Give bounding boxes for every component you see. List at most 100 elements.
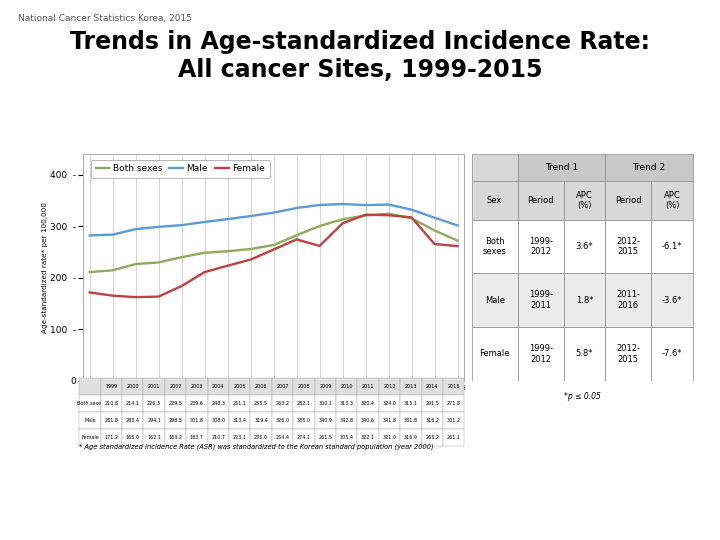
Female <box>408 214 416 221</box>
Both sexes <box>86 269 94 275</box>
Male <box>269 210 278 216</box>
Both sexes <box>154 259 163 266</box>
Text: 2011-
2016: 2011- 2016 <box>616 291 640 310</box>
Bar <box>518 154 606 181</box>
Both sexes <box>408 215 416 221</box>
Text: Trends in Age-standardized Incidence Rate:
All cancer Sites, 1999-2015: Trends in Age-standardized Incidence Rat… <box>70 30 650 83</box>
Text: Female: Female <box>480 349 510 359</box>
Bar <box>564 327 606 381</box>
Text: 1999-
2012: 1999- 2012 <box>528 237 553 256</box>
Text: Trend 2: Trend 2 <box>632 163 665 172</box>
Male <box>109 231 117 238</box>
Female <box>154 293 163 300</box>
Female <box>361 212 370 218</box>
Female <box>109 293 117 299</box>
Bar <box>606 181 652 220</box>
Both sexes <box>109 267 117 274</box>
Text: 1999-
2012: 1999- 2012 <box>528 344 553 363</box>
Bar <box>472 181 518 220</box>
Bar <box>564 273 606 327</box>
Text: Period: Period <box>528 196 554 205</box>
Bar <box>472 154 518 181</box>
Line: Both sexes: Both sexes <box>90 214 457 272</box>
Male <box>223 216 232 222</box>
Both sexes <box>315 223 324 230</box>
Bar <box>652 220 693 273</box>
Both sexes <box>338 216 347 222</box>
Male <box>200 219 209 225</box>
Text: 1999-
2011: 1999- 2011 <box>528 291 553 310</box>
Male <box>430 214 438 221</box>
Bar <box>606 327 652 381</box>
Text: -7.6*: -7.6* <box>662 349 683 359</box>
Text: * Age standardized Incidence Rate (ASR) was standardized to the Korean standard : * Age standardized Incidence Rate (ASR) … <box>79 444 434 450</box>
Y-axis label: Age-standardized rate* per 100,000: Age-standardized rate* per 100,000 <box>42 202 48 333</box>
Text: Period: Period <box>615 196 642 205</box>
Text: 5.8*: 5.8* <box>576 349 593 359</box>
Both sexes <box>177 254 186 260</box>
Bar <box>652 181 693 220</box>
Bar <box>564 181 606 220</box>
Text: Both
sexes: Both sexes <box>482 237 507 256</box>
Text: Male: Male <box>485 296 505 305</box>
Female <box>338 220 347 226</box>
Line: Female: Female <box>90 215 457 297</box>
Female <box>177 283 186 289</box>
Both sexes <box>361 212 370 219</box>
Text: Trend 1: Trend 1 <box>545 163 578 172</box>
Female <box>384 212 393 219</box>
Male <box>453 222 462 228</box>
Male <box>292 205 301 211</box>
Both sexes <box>200 249 209 256</box>
Text: 3.6*: 3.6* <box>576 242 593 251</box>
Bar <box>606 273 652 327</box>
Female <box>269 246 278 253</box>
Text: 2012-
2015: 2012- 2015 <box>616 237 640 256</box>
Both sexes <box>131 261 140 267</box>
Bar <box>472 273 518 327</box>
Male <box>86 232 94 239</box>
Text: 2012-
2015: 2012- 2015 <box>616 344 640 363</box>
Bar <box>518 327 564 381</box>
Text: National Cancer Statistics Korea, 2015: National Cancer Statistics Korea, 2015 <box>18 14 192 23</box>
Bar <box>606 220 652 273</box>
Text: APC
(%): APC (%) <box>576 191 593 210</box>
Bar <box>472 327 518 381</box>
Bar <box>564 220 606 273</box>
Female <box>223 262 232 269</box>
Male <box>246 213 255 219</box>
Text: -6.1*: -6.1* <box>662 242 683 251</box>
Male <box>131 226 140 232</box>
Female <box>246 256 255 263</box>
Female <box>86 289 94 296</box>
Text: *p ≤ 0.05: *p ≤ 0.05 <box>564 392 600 401</box>
Bar <box>652 273 693 327</box>
Bar <box>606 154 693 181</box>
Male <box>154 224 163 230</box>
Both sexes <box>292 232 301 239</box>
Male <box>315 202 324 208</box>
Bar <box>472 220 518 273</box>
Male <box>408 206 416 213</box>
Female <box>453 243 462 249</box>
Bar <box>518 220 564 273</box>
Both sexes <box>384 211 393 217</box>
Male <box>177 222 186 228</box>
Both sexes <box>430 227 438 234</box>
Both sexes <box>246 246 255 252</box>
Female <box>292 236 301 242</box>
Male <box>384 201 393 208</box>
Bar <box>518 181 564 220</box>
Bar <box>652 327 693 381</box>
Text: -3.6*: -3.6* <box>662 296 683 305</box>
Text: APC
(%): APC (%) <box>664 191 680 210</box>
Both sexes <box>223 248 232 254</box>
Line: Male: Male <box>90 204 457 235</box>
Female <box>315 242 324 249</box>
Both sexes <box>453 238 462 244</box>
Text: Sex: Sex <box>487 196 503 205</box>
Female <box>131 294 140 300</box>
Female <box>430 241 438 247</box>
Female <box>200 269 209 275</box>
Both sexes <box>269 242 278 248</box>
